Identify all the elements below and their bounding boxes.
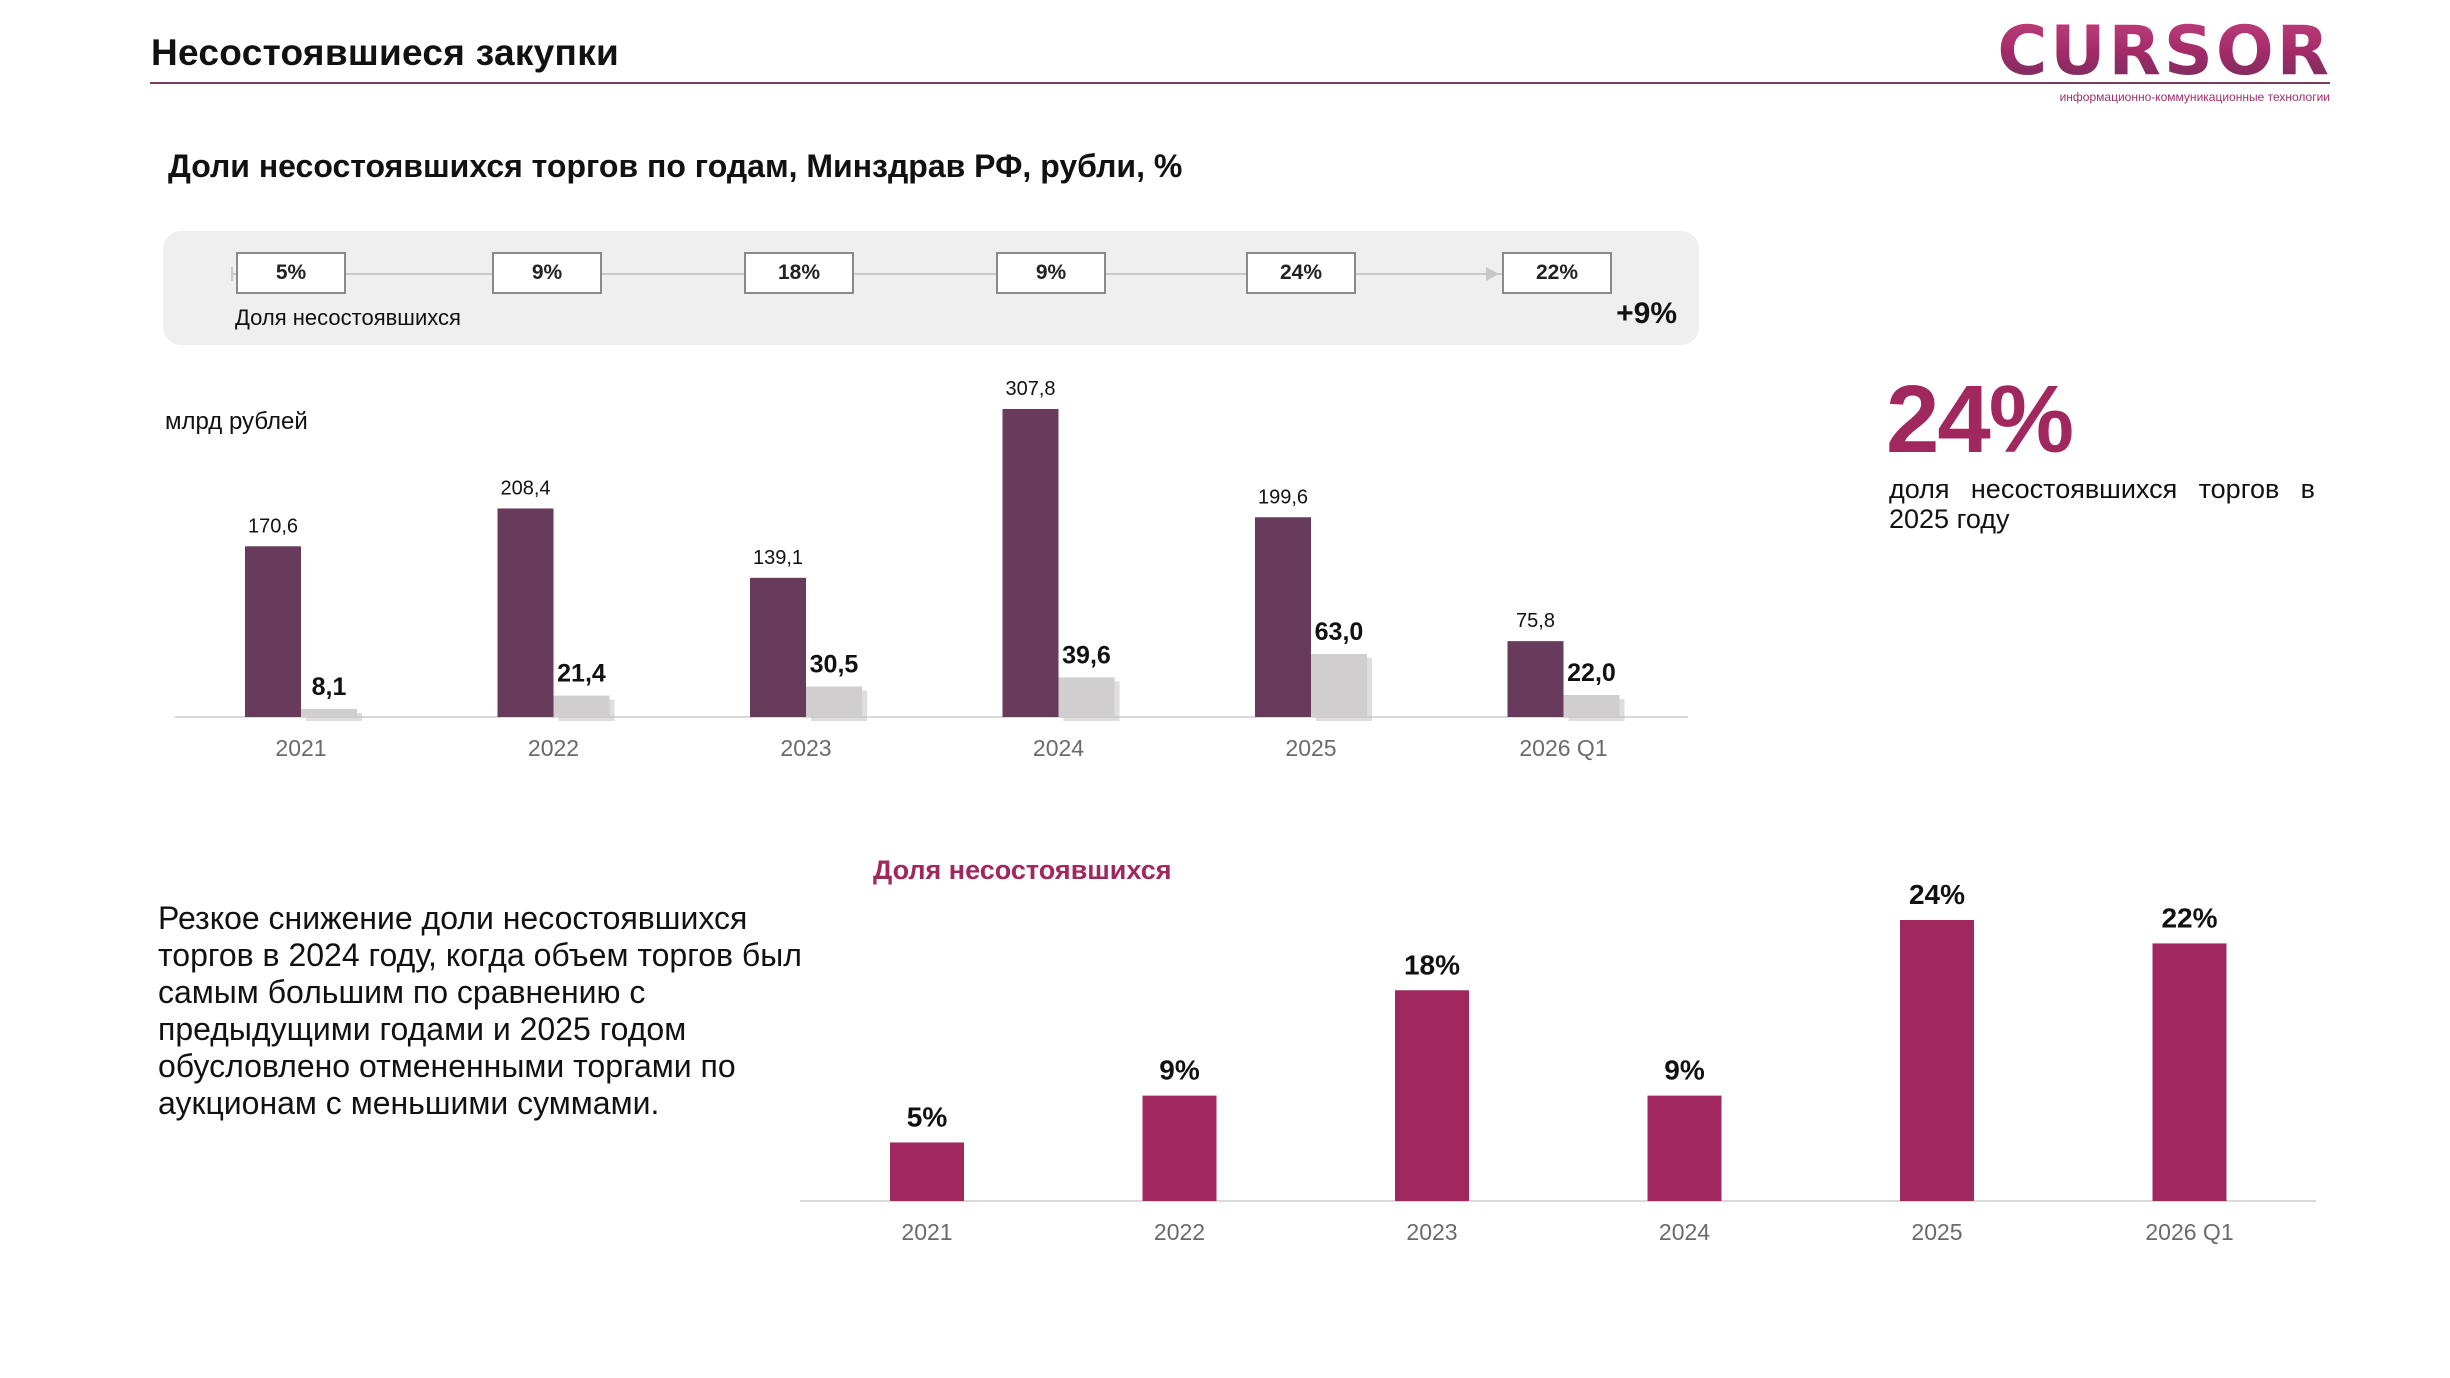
x-tick-label: 2022 bbox=[528, 735, 579, 761]
page-title: Несостоявшиеся закупки bbox=[151, 32, 620, 73]
logo-wordmark: CURSOR bbox=[1997, 12, 2332, 91]
volume-bar bbox=[1002, 409, 1059, 717]
share-bar bbox=[890, 1142, 964, 1201]
share-data-label: 5% bbox=[907, 1101, 948, 1132]
share-box: 22% bbox=[1502, 252, 1612, 294]
volume-data-label: 208,4 bbox=[500, 477, 550, 499]
failed-bar bbox=[1563, 694, 1620, 717]
share-box: 9% bbox=[996, 252, 1106, 294]
x-tick-label: 2026 Q1 bbox=[2145, 1219, 2233, 1245]
failed-data-label: 22,0 bbox=[1567, 659, 1616, 687]
commentary-text: Резкое снижение доли несостоявшихся торг… bbox=[158, 900, 802, 1121]
failed-bar bbox=[1058, 677, 1115, 717]
x-tick-label: 2021 bbox=[275, 735, 326, 761]
share-data-label: 9% bbox=[1664, 1055, 1705, 1086]
failed-bar bbox=[806, 686, 862, 717]
x-tick-label: 2026 Q1 bbox=[1519, 735, 1607, 761]
share-strip-label: Доля несостоявшихся bbox=[235, 305, 461, 330]
failed-data-label: 8,1 bbox=[312, 673, 347, 701]
volume-data-label: 170,6 bbox=[248, 515, 298, 537]
share-strip: 5% 9% 18% 9% 24% 22% Доля несостоявшихся… bbox=[163, 231, 1699, 345]
share-bar bbox=[2152, 943, 2227, 1201]
x-tick-label: 2023 bbox=[1406, 1219, 1457, 1245]
share-data-label: 24% bbox=[1909, 879, 1965, 910]
share-timeline-start bbox=[231, 267, 233, 281]
failed-data-label: 63,0 bbox=[1315, 618, 1364, 646]
volume-bar bbox=[497, 508, 554, 717]
share-bar bbox=[1900, 920, 1974, 1201]
volume-bar bbox=[750, 577, 806, 717]
arrow-right-icon bbox=[1486, 267, 1499, 281]
failed-bar bbox=[553, 695, 610, 717]
volume-bar-chart: 170,6 8,1 2021 208,4 21,4 2022 139,1 30,5 2023 30… bbox=[175, 378, 1688, 761]
x-tick-label: 2022 bbox=[1154, 1219, 1205, 1245]
share-box: 9% bbox=[492, 252, 602, 294]
x-tick-label: 2024 bbox=[1659, 1219, 1710, 1245]
x-tick-label: 2023 bbox=[780, 735, 831, 761]
logo-tagline: информационно-коммуникационные технологи… bbox=[2059, 90, 2330, 104]
volume-data-label: 139,1 bbox=[753, 547, 803, 569]
title-divider bbox=[150, 82, 2330, 84]
share-data-label: 18% bbox=[1404, 949, 1460, 980]
failed-bar bbox=[301, 708, 357, 717]
share-bar bbox=[1395, 990, 1469, 1201]
share-box: 18% bbox=[744, 252, 854, 294]
kpi-caption: доля несостоявшихся торгов в 2025 году bbox=[1889, 474, 2315, 534]
volume-bar bbox=[245, 546, 301, 717]
share-data-label: 22% bbox=[2161, 902, 2217, 933]
share-bar bbox=[1647, 1095, 1722, 1201]
failed-data-label: 30,5 bbox=[810, 650, 859, 678]
failed-data-label: 39,6 bbox=[1062, 641, 1111, 669]
share-timeline-line bbox=[233, 273, 1513, 275]
volume-bar bbox=[1507, 641, 1564, 717]
volume-data-label: 199,6 bbox=[1258, 486, 1308, 508]
x-tick-label: 2025 bbox=[1285, 735, 1336, 761]
volume-data-label: 75,8 bbox=[1516, 610, 1555, 632]
share-box: 5% bbox=[236, 252, 346, 294]
cursor-logo: CURSOR информационно-коммуникационные те… bbox=[1997, 14, 2332, 106]
share-box: 24% bbox=[1246, 252, 1356, 294]
volume-bar bbox=[1255, 517, 1311, 717]
share-data-label: 9% bbox=[1159, 1055, 1200, 1086]
x-tick-label: 2025 bbox=[1911, 1219, 1962, 1245]
share-bar bbox=[1142, 1095, 1217, 1201]
volume-data-label: 307,8 bbox=[1005, 378, 1055, 400]
failed-bar bbox=[1311, 653, 1367, 717]
failed-data-label: 21,4 bbox=[557, 660, 606, 688]
y-axis-unit-label: млрд рублей bbox=[165, 408, 308, 435]
share-chart-title: Доля несостоявшихся bbox=[873, 855, 1172, 885]
x-tick-label: 2021 bbox=[901, 1219, 952, 1245]
chart-heading: Доли несостоявшихся торгов по годам, Мин… bbox=[168, 148, 1183, 184]
x-tick-label: 2024 bbox=[1033, 735, 1084, 761]
share-delta: +9% bbox=[1616, 297, 1677, 330]
kpi-value: 24% bbox=[1886, 366, 2074, 473]
